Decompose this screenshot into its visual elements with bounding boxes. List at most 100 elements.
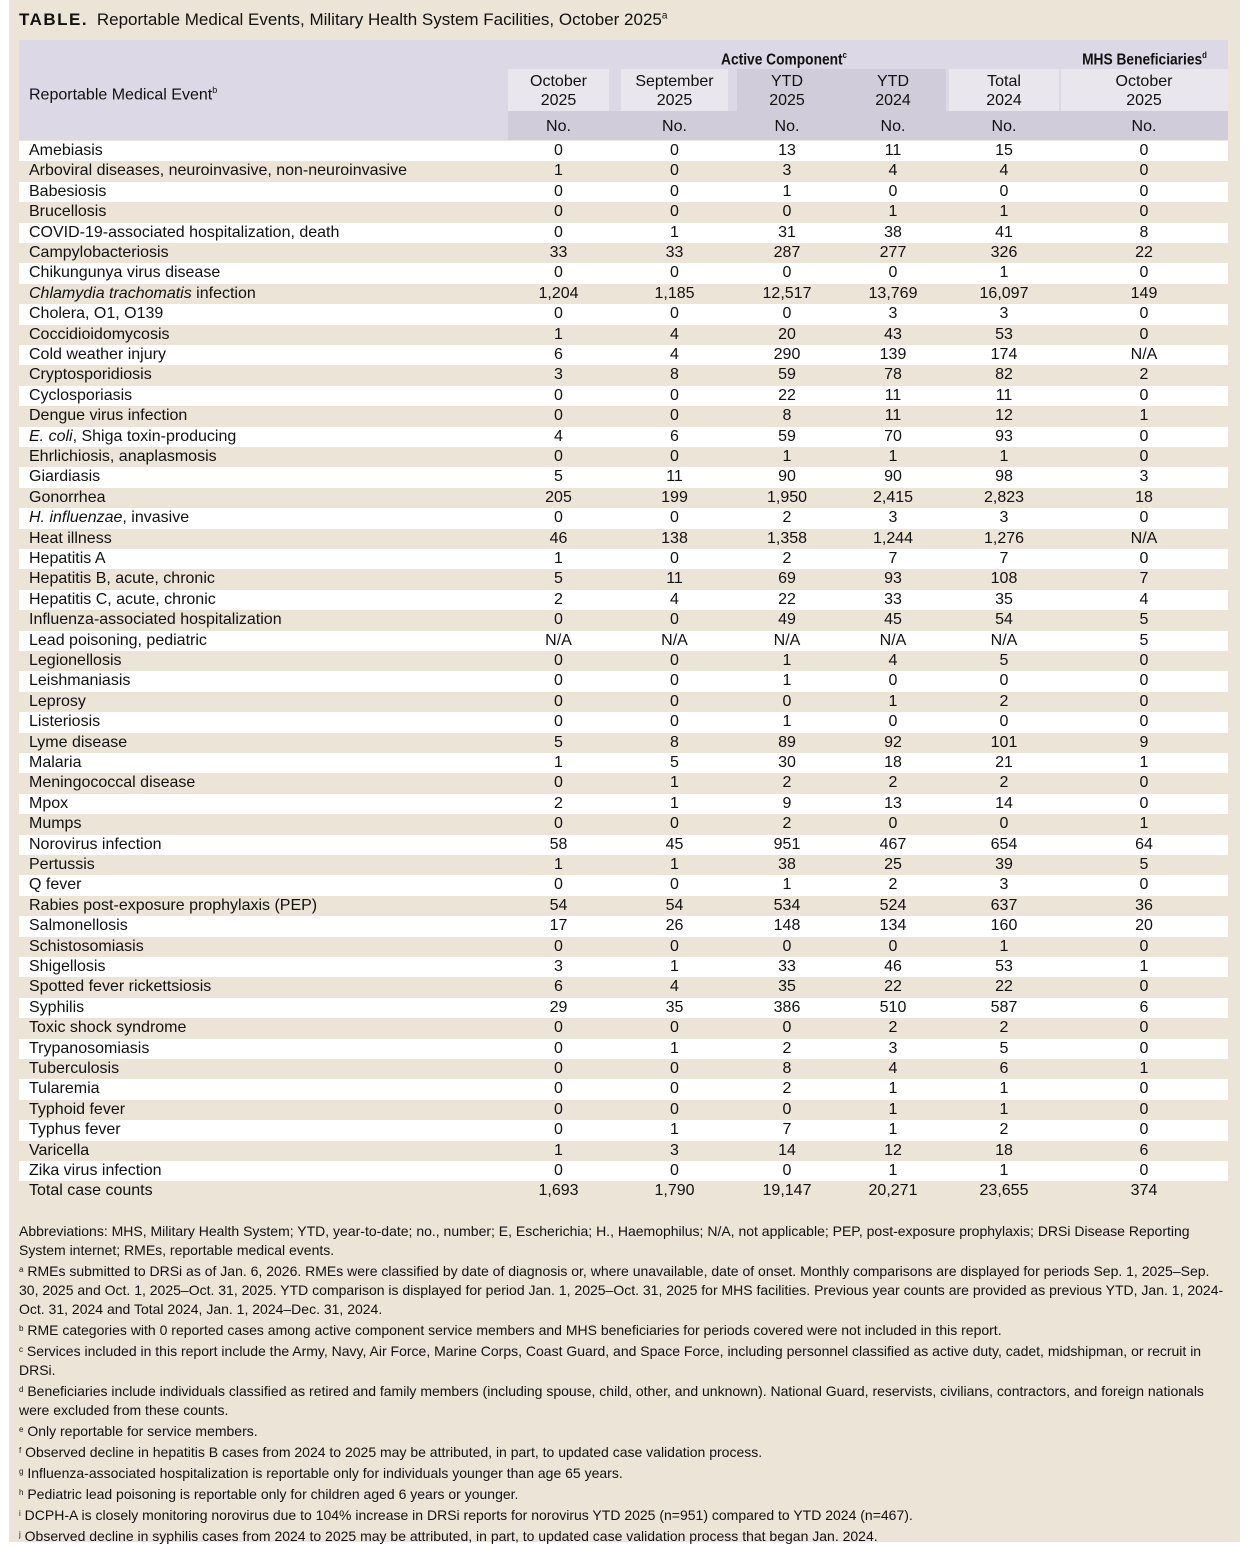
footnote: a RMEs submitted to DRSi as of Jan. 6, 2… bbox=[19, 1260, 1225, 1319]
cell-col1: N/A bbox=[545, 631, 572, 649]
cell-col4: 20,271 bbox=[868, 1182, 918, 1200]
cell-col4: 1 bbox=[888, 692, 898, 710]
cell-col1: 1 bbox=[554, 325, 563, 343]
event-name: Rabies post-exposure prophylaxis (PEP) bbox=[29, 896, 318, 914]
event-name: Heat illness bbox=[29, 529, 112, 547]
event-name: Dengue virus infection bbox=[29, 407, 188, 425]
table-row: Coccidioidomycosis 1 4 20 43 53 0 bbox=[19, 325, 1228, 345]
cell-col2: 0 bbox=[670, 713, 679, 731]
cell-col5: N/A bbox=[990, 631, 1018, 649]
table-title: TABLE. Reportable Medical Events, Milita… bbox=[19, 10, 667, 30]
table-row: Babesiosis 0 0 1 0 0 0 bbox=[19, 181, 1228, 203]
cell-col6: 20 bbox=[1135, 917, 1153, 935]
cell-col3: 69 bbox=[778, 570, 796, 588]
table-row: Meningococcal disease 0 1 2 2 2 0 bbox=[19, 773, 1228, 793]
cell-col3: 1 bbox=[782, 448, 792, 465]
cell-col1: 1 bbox=[554, 754, 563, 771]
footnote-letter: g bbox=[19, 1467, 24, 1476]
table-row: Giardiasis 5 11 90 90 98 3 bbox=[19, 467, 1228, 488]
cell-col5: 16,097 bbox=[979, 284, 1029, 302]
cell-col6: 3 bbox=[1139, 468, 1149, 486]
cell-col2: 0 bbox=[670, 672, 679, 690]
col2-l2: 2025 bbox=[656, 92, 693, 109]
cell-col5: 654 bbox=[990, 835, 1018, 853]
cell-col6: 0 bbox=[1139, 264, 1149, 282]
event-name: Pertussis bbox=[29, 856, 95, 873]
cell-col2: 0 bbox=[670, 182, 679, 200]
cell-col5: 18 bbox=[995, 1141, 1013, 1159]
footnote-letter: b bbox=[19, 1324, 24, 1333]
cell-col2: 0 bbox=[670, 264, 679, 282]
table-label: TABLE. bbox=[19, 10, 89, 29]
cell-col2: 4 bbox=[670, 325, 679, 343]
cell-col4: 4 bbox=[888, 652, 898, 669]
cell-col5: 637 bbox=[990, 896, 1018, 914]
cell-col6: 2 bbox=[1139, 366, 1149, 384]
event-name: H. influenzae, invasive bbox=[29, 509, 190, 527]
cell-col2: 45 bbox=[665, 835, 684, 853]
cell-col5: 2,823 bbox=[983, 488, 1025, 506]
cell-col6: 0 bbox=[1139, 182, 1149, 200]
cell-col1: 0 bbox=[554, 692, 563, 710]
cell-col6: 0 bbox=[1139, 509, 1149, 527]
cell-col3: 30 bbox=[778, 754, 796, 771]
cell-col6: 9 bbox=[1139, 733, 1149, 751]
table-row: Mumps 0 0 2 0 0 1 bbox=[19, 814, 1228, 834]
cell-col6: 6 bbox=[1139, 998, 1149, 1016]
cell-col2: 8 bbox=[670, 366, 679, 384]
event-col-sup: b bbox=[212, 85, 218, 95]
cell-col5: 2 bbox=[999, 774, 1009, 792]
cell-col5: 1 bbox=[999, 264, 1009, 282]
cell-col6: 0 bbox=[1139, 672, 1149, 690]
cell-col1: 33 bbox=[549, 244, 568, 261]
cell-col5: 12 bbox=[995, 407, 1013, 425]
footnote: g Influenza-associated hospitalization i… bbox=[19, 1462, 1225, 1483]
event-name: Lyme disease bbox=[29, 733, 128, 751]
cell-col3: 2 bbox=[782, 774, 792, 792]
cell-col4: 13 bbox=[884, 794, 902, 812]
cell-col1: 1,693 bbox=[538, 1182, 579, 1200]
cell-col2: 0 bbox=[670, 386, 679, 404]
cell-col1: 5 bbox=[554, 570, 563, 588]
cell-col2: 138 bbox=[661, 529, 688, 547]
col-header-5: Total 2024 bbox=[954, 72, 1054, 110]
group-mhs-label: MHS Beneficiaries bbox=[1082, 51, 1203, 69]
table-row: Hepatitis B, acute, chronic 5 11 69 93 108 7 bbox=[19, 569, 1228, 589]
cell-col5: 22 bbox=[995, 978, 1013, 996]
cell-col1: 2 bbox=[554, 794, 563, 812]
footnote-text: Only reportable for service members. bbox=[27, 1423, 258, 1439]
event-name: Lead poisoning, pediatric bbox=[29, 631, 207, 649]
cell-col4: 3 bbox=[888, 1039, 898, 1057]
cell-col4: 78 bbox=[884, 366, 902, 384]
event-name: Gonorrhea bbox=[29, 488, 106, 506]
col-header-1: October 2025 bbox=[508, 72, 609, 110]
cell-col4: N/A bbox=[879, 631, 907, 649]
col-unit-6: No. bbox=[1131, 118, 1157, 135]
event-name: Q fever bbox=[29, 876, 82, 894]
cell-col3: 7 bbox=[782, 1121, 792, 1139]
cell-col1: 0 bbox=[554, 407, 563, 425]
col1-l1: October bbox=[530, 73, 587, 90]
cell-col2: 26 bbox=[665, 917, 684, 935]
col-unit-3: No. bbox=[774, 118, 800, 135]
cell-col2: N/A bbox=[661, 631, 688, 649]
cell-col5: 21 bbox=[995, 754, 1013, 771]
cell-col3: 1 bbox=[782, 672, 792, 690]
event-name: Varicella bbox=[29, 1141, 90, 1159]
cell-col6: 0 bbox=[1139, 1080, 1149, 1098]
cell-col1: 0 bbox=[554, 937, 563, 955]
cell-col5: 3 bbox=[999, 305, 1009, 323]
cell-col3: 951 bbox=[773, 835, 801, 853]
cell-col6: 1 bbox=[1139, 815, 1149, 833]
cell-col5: 587 bbox=[990, 998, 1018, 1016]
cell-col5: 14 bbox=[995, 794, 1013, 812]
event-name: Norovirus infection bbox=[29, 835, 162, 853]
event-name: Arboviral diseases, neuroinvasive, non-n… bbox=[29, 162, 407, 180]
cell-col3: 0 bbox=[782, 203, 792, 221]
cell-col4: 139 bbox=[879, 346, 907, 363]
table-row: Listeriosis 0 0 1 0 0 0 bbox=[19, 712, 1228, 733]
cell-col6: 0 bbox=[1139, 794, 1149, 812]
table-row: Salmonellosis 17 26 148 134 160 20 bbox=[19, 916, 1228, 937]
cell-col5: 11 bbox=[995, 386, 1013, 404]
cell-col6: 5 bbox=[1139, 631, 1149, 649]
